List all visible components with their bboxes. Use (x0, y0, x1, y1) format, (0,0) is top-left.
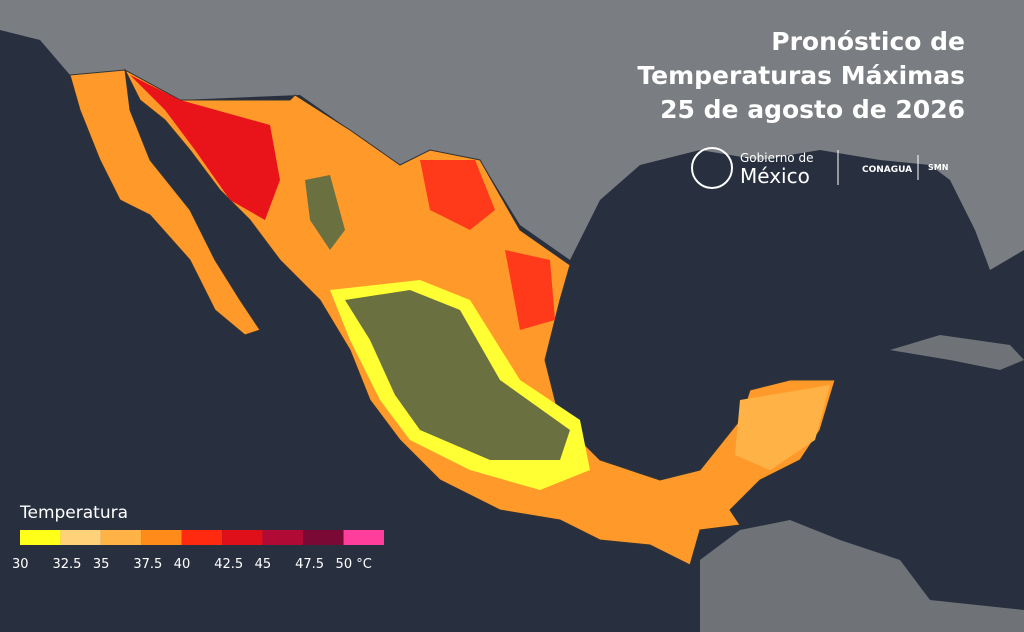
title-line: 25 de agosto de 2026 (660, 95, 965, 124)
hot-zone-tamaulipas (505, 250, 555, 330)
legend-label: 45 (255, 557, 272, 572)
legend-swatch (20, 530, 61, 545)
legend-label: 47.5 (295, 557, 324, 572)
baja-california (69, 69, 261, 336)
legend-swatch (303, 530, 344, 545)
central-america (700, 520, 1024, 632)
yucatan (735, 385, 830, 470)
legend-label: 32.5 (52, 557, 81, 572)
legend-swatch (60, 530, 101, 545)
legend-swatch (100, 530, 142, 545)
legend-swatch (222, 530, 263, 545)
seal (691, 147, 733, 189)
legend-title: Temperatura (19, 503, 128, 523)
sierra (305, 175, 345, 250)
legend-label: 42.5 (214, 557, 243, 572)
hot-zone-sonora (130, 75, 280, 220)
legend-label: 37.5 (133, 557, 162, 572)
north-land (0, 0, 1024, 270)
legend-swatch (262, 530, 304, 545)
logo-text: CONAGUA (862, 165, 912, 175)
legend-swatch (343, 530, 384, 545)
highlands (345, 290, 570, 460)
cuba (890, 335, 1024, 370)
legend-label: 30 (12, 557, 29, 572)
logo-text: SMN (928, 163, 948, 172)
logo-text: Gobierno de (740, 151, 813, 165)
legend-label: 40 (174, 557, 191, 572)
title-line: Pronóstico de (771, 27, 965, 56)
legend: 30 32.5 35 37.5 40 42.5 45 47.5 50 °C (12, 530, 384, 572)
title-line: Temperaturas Máximas (637, 61, 965, 90)
legend-swatch (141, 530, 182, 545)
legend-swatch (181, 530, 223, 545)
logo-text: México (740, 164, 810, 188)
hot-zone-coahuila (420, 160, 495, 230)
legend-label: 50 °C (336, 557, 372, 572)
legend-label: 35 (93, 557, 110, 572)
